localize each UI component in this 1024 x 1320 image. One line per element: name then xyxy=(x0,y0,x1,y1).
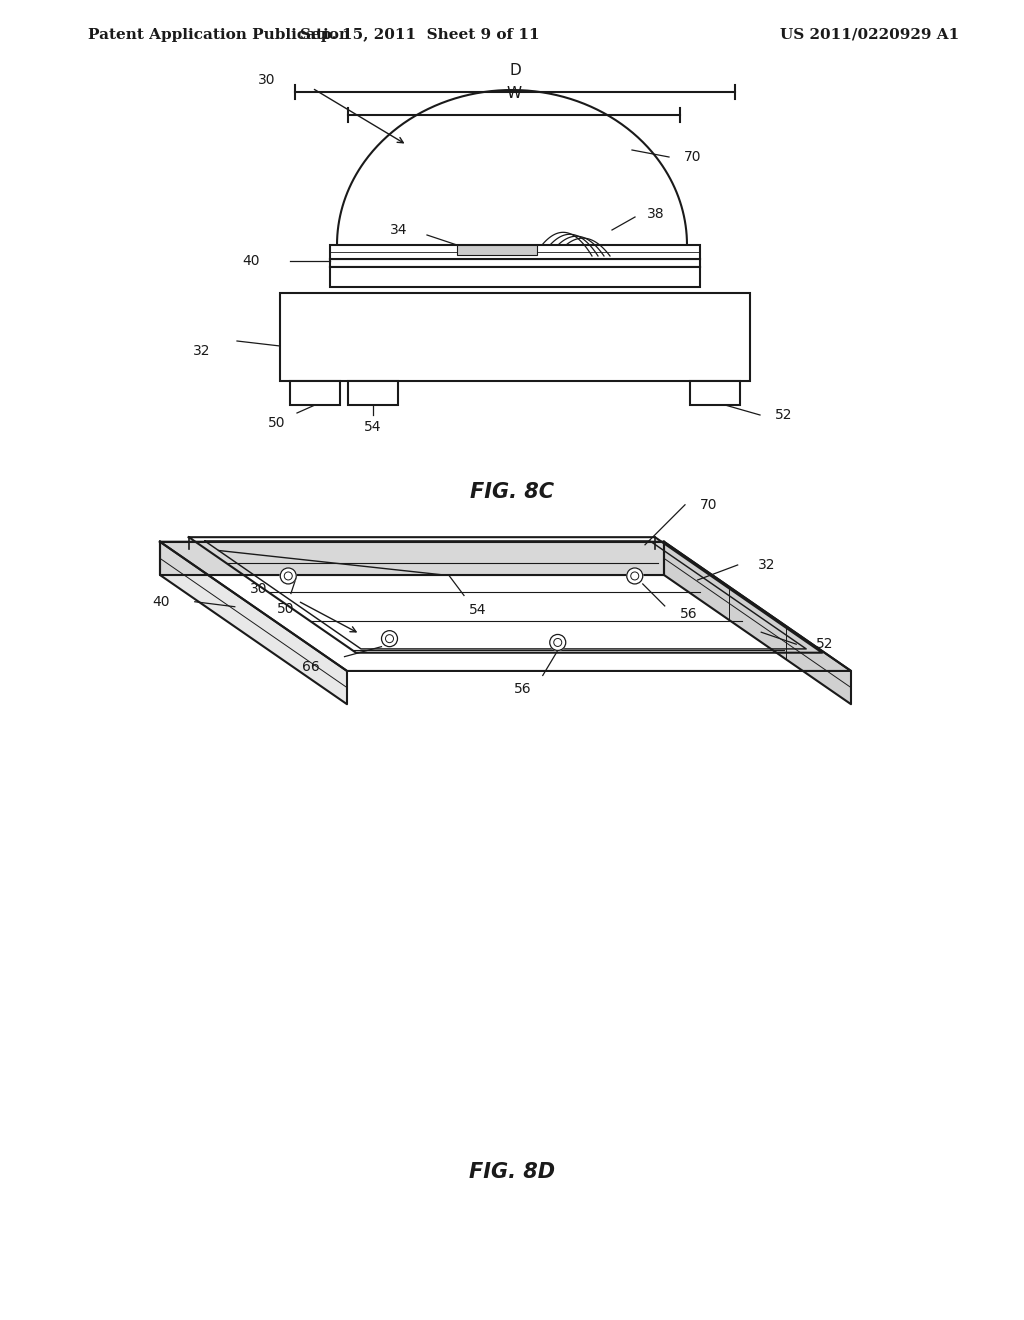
Text: 70: 70 xyxy=(684,150,701,164)
Circle shape xyxy=(382,631,397,647)
Text: US 2011/0220929 A1: US 2011/0220929 A1 xyxy=(780,28,959,42)
Bar xyxy=(280,293,750,381)
Text: 54: 54 xyxy=(365,420,382,434)
Polygon shape xyxy=(664,541,851,704)
Bar xyxy=(690,381,740,405)
Text: 50: 50 xyxy=(267,416,285,430)
Text: FIG. 8C: FIG. 8C xyxy=(470,482,554,502)
Circle shape xyxy=(550,635,565,651)
Polygon shape xyxy=(160,541,851,671)
Text: 50: 50 xyxy=(278,602,295,615)
Text: Sep. 15, 2011  Sheet 9 of 11: Sep. 15, 2011 Sheet 9 of 11 xyxy=(300,28,540,42)
Bar xyxy=(290,381,340,405)
Polygon shape xyxy=(160,541,664,576)
Circle shape xyxy=(627,568,643,583)
Text: 38: 38 xyxy=(647,207,665,220)
Bar xyxy=(348,381,398,405)
Text: 30: 30 xyxy=(257,73,275,87)
Bar xyxy=(330,246,700,259)
Text: Patent Application Publication: Patent Application Publication xyxy=(88,28,350,42)
Text: 54: 54 xyxy=(469,603,486,618)
Polygon shape xyxy=(160,541,347,704)
Text: D: D xyxy=(509,63,521,78)
Text: 70: 70 xyxy=(700,498,718,512)
Text: 34: 34 xyxy=(389,223,407,238)
Bar xyxy=(330,267,700,286)
Bar xyxy=(457,246,537,255)
Text: 56: 56 xyxy=(514,682,531,697)
Text: 32: 32 xyxy=(758,558,775,572)
Text: 56: 56 xyxy=(680,607,697,620)
Circle shape xyxy=(281,568,296,583)
Text: 52: 52 xyxy=(775,408,793,422)
Text: 40: 40 xyxy=(243,253,260,268)
Text: 40: 40 xyxy=(153,595,170,609)
Text: 30: 30 xyxy=(251,582,268,595)
Text: W: W xyxy=(507,86,521,102)
Text: FIG. 8D: FIG. 8D xyxy=(469,1162,555,1181)
Text: 52: 52 xyxy=(816,638,834,651)
Text: 32: 32 xyxy=(193,345,210,358)
Text: 66: 66 xyxy=(302,660,319,673)
